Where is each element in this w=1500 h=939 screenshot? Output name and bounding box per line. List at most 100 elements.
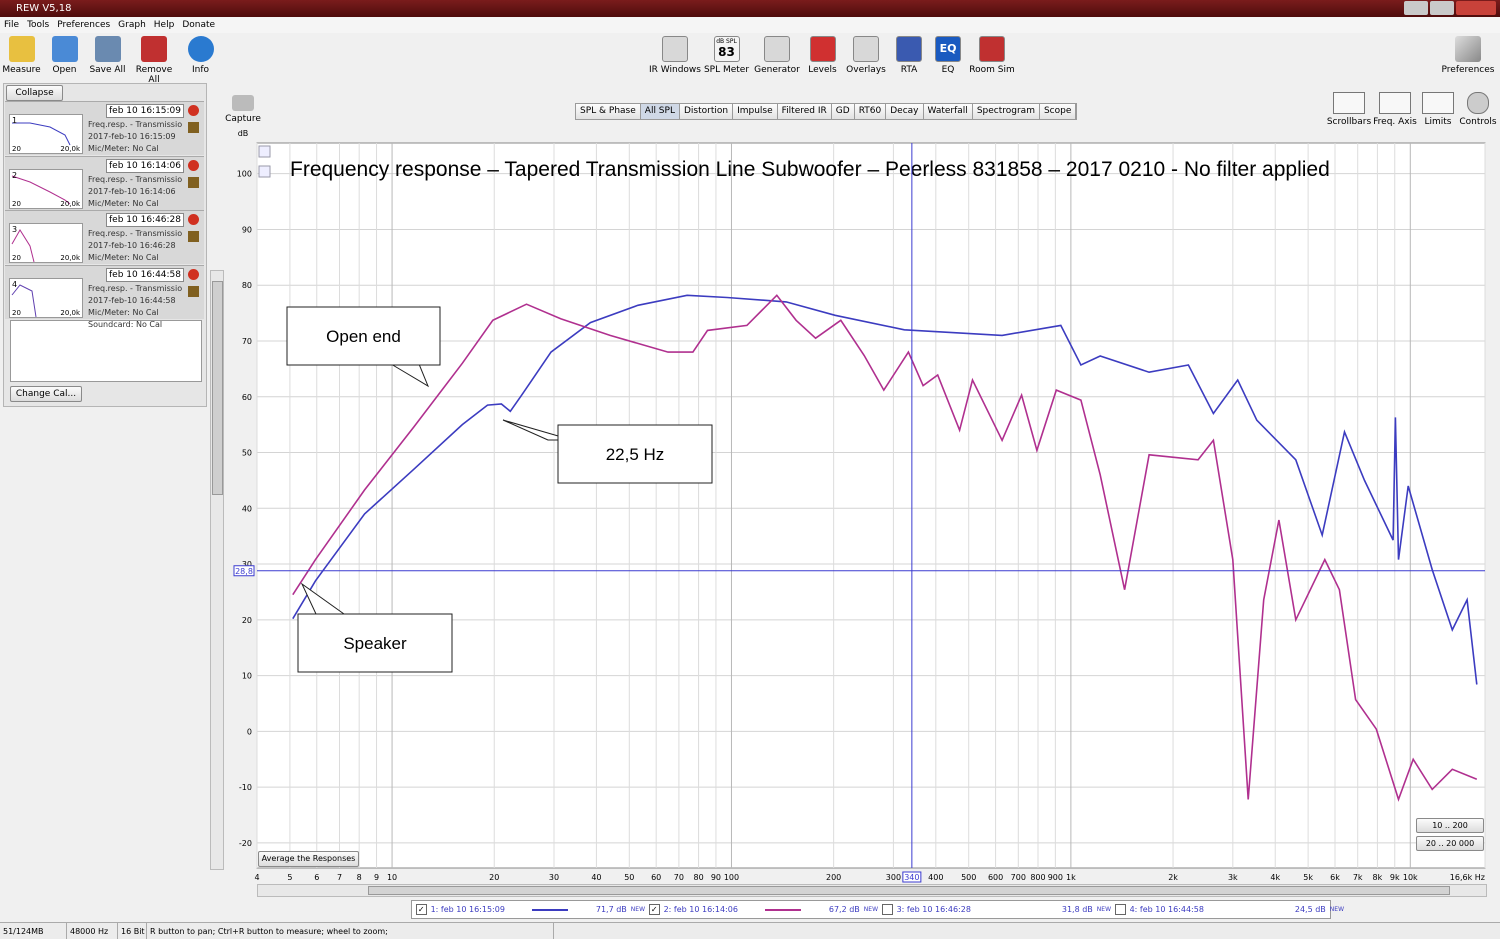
traces (292, 294, 1478, 802)
y-tick-label: 80 (242, 281, 252, 290)
graph-tab[interactable]: RT60 (854, 104, 887, 119)
toolbar-button[interactable]: Info (179, 36, 222, 85)
graph-tab[interactable]: Spectrogram (972, 104, 1040, 119)
legend-checkbox[interactable]: ✓ (649, 904, 660, 915)
trace (292, 294, 1478, 685)
measurement-entry[interactable]: 1 20 20,0k feb 10 16:15:09 Freq.resp. - Tran… (5, 101, 204, 155)
range-button[interactable]: 20 .. 20 000 (1416, 836, 1484, 851)
x-tick-label: 6k (1330, 873, 1340, 882)
toolbar-button[interactable]: IR Windows (647, 36, 703, 75)
change-cal-button[interactable]: Change Cal... (10, 386, 82, 402)
thumbnail-plot: 4 20 20,0k (11, 280, 81, 317)
toolbar-icon: dB SPL 83 (713, 36, 740, 62)
measurement-info: Mic/Meter: No Cal (88, 144, 159, 153)
measurement-name[interactable]: feb 10 16:46:28 (106, 213, 184, 227)
measurement-entry[interactable]: 3 20 20,0k feb 10 16:46:28 Freq.resp. - Tran… (5, 210, 204, 264)
graph-tool-button[interactable]: Limits (1418, 92, 1458, 127)
menu-item[interactable]: Donate (182, 20, 216, 30)
capture-button[interactable]: Capture (224, 95, 262, 124)
graph-tab[interactable]: Filtered IR (777, 104, 832, 119)
legend-item[interactable]: 4: feb 10 16:44:58 24,5 dB NEW (1111, 901, 1344, 918)
legend-checkbox[interactable]: ✓ (416, 904, 427, 915)
tool-icon[interactable] (188, 122, 199, 133)
measurement-name[interactable]: feb 10 16:44:58 (106, 267, 184, 282)
toolbar-button[interactable]: Save All (86, 36, 129, 85)
toolbar-button[interactable]: Generator (750, 36, 804, 75)
vertical-scrollbar[interactable] (210, 270, 224, 870)
x-tick-label: 16,6k Hz (1450, 873, 1485, 882)
menu-item[interactable]: Graph (118, 20, 146, 30)
toolbar-button[interactable]: dB SPL 83 SPL Meter (703, 36, 750, 75)
x-tick-label: 9 (374, 873, 379, 882)
legend-checkbox[interactable] (1115, 904, 1126, 915)
maximize-button[interactable] (1430, 1, 1454, 15)
toolbar-button[interactable]: Overlays (841, 36, 891, 75)
zoom-out-button[interactable] (258, 165, 271, 178)
measurement-info: Freq.resp. - Transmissio (88, 174, 183, 184)
graph-tool-button[interactable]: Controls (1458, 92, 1498, 127)
tool-icon[interactable] (188, 231, 199, 242)
toolbar-icon (94, 36, 121, 62)
tool-icon[interactable] (188, 285, 199, 297)
callout-text: 22,5 Hz (606, 445, 665, 464)
tool-icon[interactable] (188, 176, 199, 188)
graph-tab[interactable]: Distortion (679, 104, 734, 119)
legend-item[interactable]: ✓ 2: feb 10 16:14:06 67,2 dB NEW (645, 901, 878, 918)
remove-icon[interactable] (188, 105, 199, 116)
minimize-button[interactable] (1404, 1, 1428, 15)
toolbar-button[interactable]: Levels (804, 36, 841, 75)
callout-box (297, 613, 453, 673)
notes-box[interactable] (10, 320, 202, 382)
remove-icon[interactable] (188, 159, 199, 171)
preferences-button[interactable]: Preferences (1440, 36, 1496, 75)
legend-item[interactable]: 3: feb 10 16:46:28 31,8 dB NEW (878, 901, 1111, 918)
horizontal-scrollbar[interactable] (257, 884, 1487, 897)
graph-tab[interactable]: Scope (1039, 104, 1077, 119)
collapse-button[interactable]: Collapse (6, 85, 63, 101)
measurement-entry[interactable]: 2 20 20,0k feb 10 16:14:06 Freq.resp. - Tran… (5, 155, 204, 210)
menu-item[interactable]: Preferences (57, 20, 111, 30)
graph-tab[interactable]: Waterfall (923, 104, 973, 119)
graph-tool-button[interactable]: Scrollbars (1326, 92, 1372, 127)
graph-tab[interactable]: GD (831, 104, 855, 119)
graph-tool-button[interactable]: Freq. Axis (1372, 92, 1418, 127)
menu-item[interactable]: File (4, 20, 20, 30)
remove-icon[interactable] (188, 214, 199, 225)
thumbnail-trace (11, 229, 35, 263)
toolbar-button[interactable]: Room Sim (969, 36, 1015, 75)
legend-level: 31,8 dB (1061, 905, 1093, 914)
close-button[interactable] (1456, 1, 1496, 15)
cursor-y-box (233, 565, 255, 577)
graph-title: Frequency response – Tapered Transmissio… (290, 158, 1330, 181)
measurement-entry[interactable]: 4 20 20,0k feb 10 16:44:58 Freq.resp. - Tran… (5, 264, 204, 329)
zoom-in-button[interactable] (258, 145, 271, 158)
legend-checkbox[interactable] (882, 904, 893, 915)
x-tick-label: 2k (1168, 873, 1178, 882)
average-button[interactable]: Average the Responses (258, 851, 359, 867)
range-button[interactable]: 10 .. 200 (1416, 818, 1484, 833)
menu-item[interactable]: Tools (27, 20, 50, 30)
graph-tab[interactable]: Decay (886, 104, 924, 119)
thumbnail-trace (11, 175, 71, 204)
toolbar-button[interactable]: Measure (0, 36, 43, 85)
toolbar-button[interactable]: RTA (891, 36, 927, 75)
scroll-thumb[interactable] (212, 281, 223, 495)
x-tick-label: 10k (1403, 873, 1418, 882)
graph-tab[interactable]: Impulse (733, 104, 778, 119)
graph-tab[interactable]: All SPL (640, 104, 680, 119)
measurement-name[interactable]: feb 10 16:14:06 (106, 158, 184, 173)
graph-tab[interactable]: SPL & Phase (576, 104, 641, 119)
legend-item[interactable]: ✓ 1: feb 10 16:15:09 71,7 dB NEW (412, 901, 645, 918)
menu-item[interactable]: Help (153, 20, 175, 30)
callout-text: Open end (326, 327, 401, 346)
x-tick-label: 4k (1270, 873, 1280, 882)
toolbar-button[interactable]: EQ EQ (927, 36, 969, 75)
scroll-thumb[interactable] (368, 886, 1450, 895)
y-tick-label: 60 (242, 393, 252, 402)
x-tick-label: 900 (1048, 873, 1063, 882)
toolbar-button[interactable]: Remove All (129, 36, 179, 85)
measurement-info: Freq.resp. - Transmissio (88, 120, 183, 129)
toolbar-button[interactable]: Open (43, 36, 86, 85)
remove-icon[interactable] (188, 268, 199, 280)
measurement-name[interactable]: feb 10 16:15:09 (106, 104, 184, 118)
